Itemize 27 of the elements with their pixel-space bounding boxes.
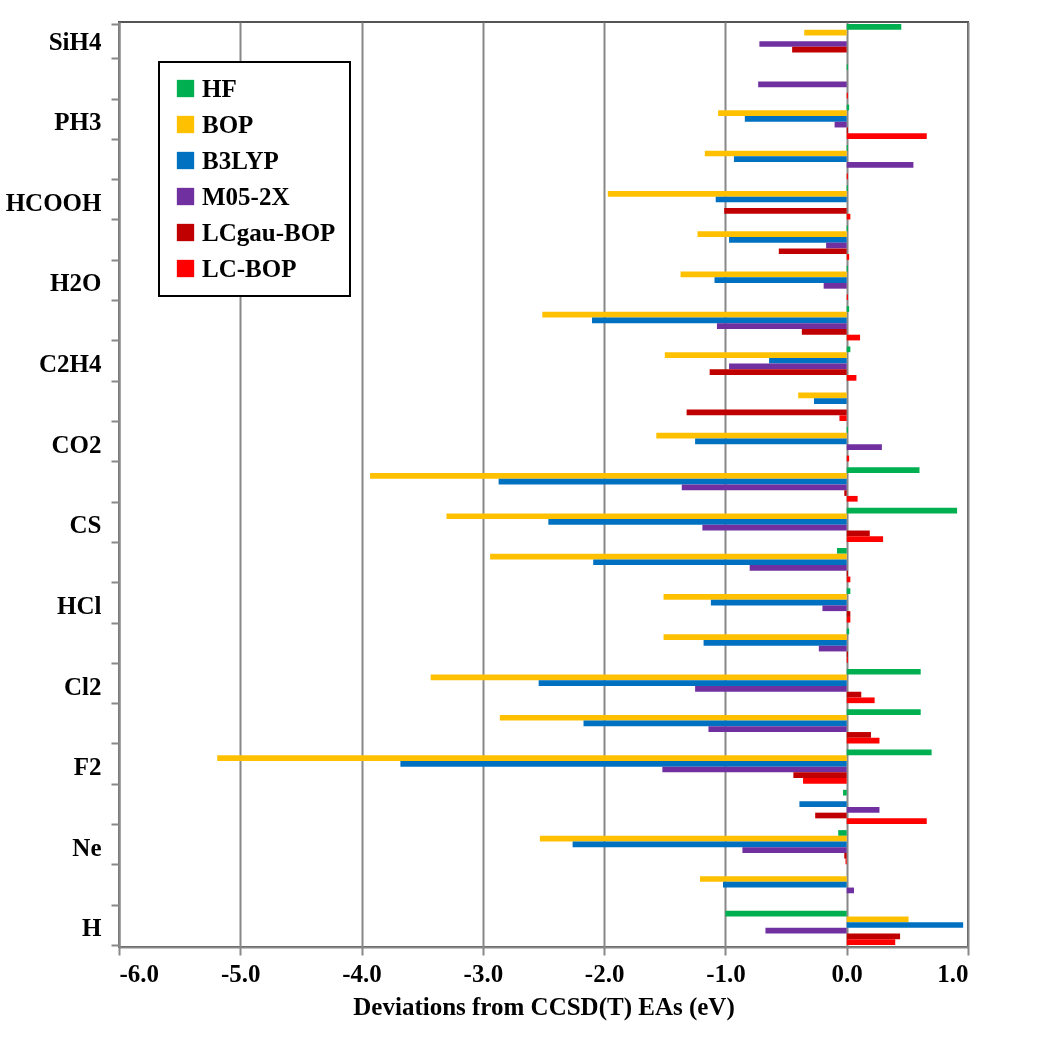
x-tick-label: -3.0: [463, 959, 504, 987]
x-tick-label: 0.0: [831, 959, 863, 987]
x-tick-label: -1.0: [706, 959, 746, 987]
x-tick-label: -4.0: [342, 959, 382, 987]
legend-label: LCgau-BOP: [202, 218, 336, 246]
x-tick-label: -6.0: [119, 959, 160, 987]
y-tick-label: H: [82, 914, 103, 942]
legend-label: HF: [202, 74, 237, 102]
y-tick-label: F2: [73, 753, 102, 781]
y-tick-label: C2H4: [39, 350, 102, 378]
x-axis-title: Deviations from CCSD(T) EAs (eV): [353, 992, 735, 1021]
y-tick-label: Ne: [72, 833, 102, 861]
legend-label: B3LYP: [202, 146, 279, 174]
x-tick-label: -2.0: [584, 959, 625, 987]
x-tick-label: 1.0: [937, 959, 969, 987]
y-tick-label: Cl2: [64, 672, 102, 700]
y-tick-label: SiH4: [48, 27, 102, 55]
y-tick-label: CS: [69, 511, 102, 539]
y-tick-label: CO2: [51, 430, 102, 458]
legend-label: LC-BOP: [202, 254, 297, 282]
x-tick-label: -5.0: [221, 959, 261, 987]
y-tick-label: HCOOH: [5, 188, 103, 216]
y-tick-label: HCl: [57, 591, 102, 619]
legend-label: M05-2X: [202, 182, 290, 210]
y-tick-label: H2O: [50, 269, 102, 297]
legend-label: BOP: [202, 110, 254, 138]
y-tick-label: PH3: [54, 108, 102, 136]
